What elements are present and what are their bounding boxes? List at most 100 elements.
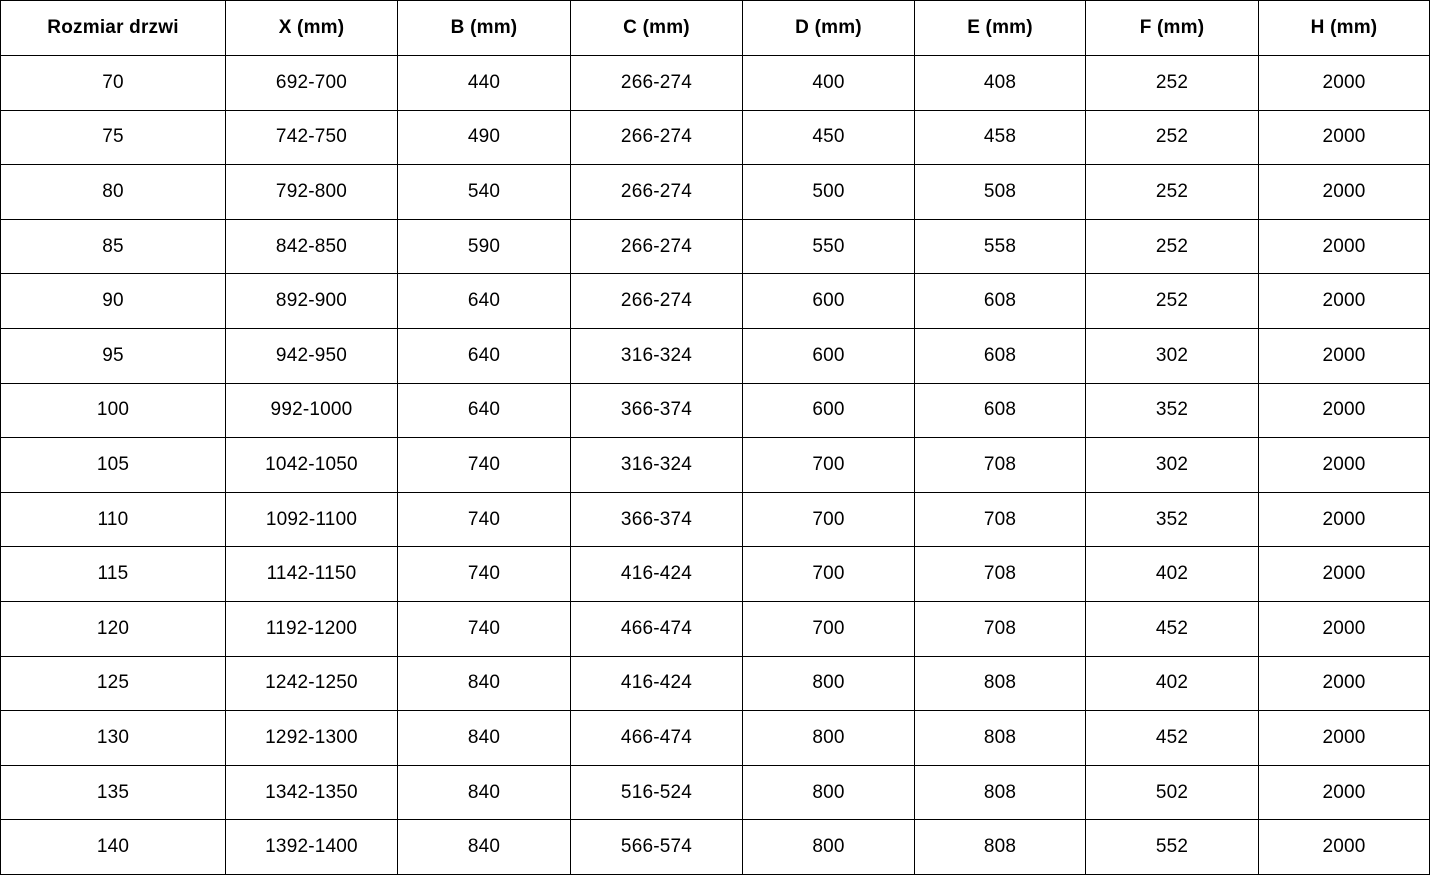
cell-size: 85 [0, 218, 226, 275]
cell-f: 352 [1085, 382, 1259, 439]
cell-d: 450 [742, 109, 915, 166]
cell-x: 792-800 [225, 164, 398, 220]
cell-b: 840 [397, 819, 571, 875]
cell-x: 992-1000 [225, 382, 398, 439]
cell-size: 105 [0, 437, 226, 493]
cell-x: 892-900 [225, 273, 398, 329]
cell-e: 808 [914, 655, 1086, 712]
column-header-c: C (mm) [570, 0, 743, 56]
cell-size: 135 [0, 764, 226, 821]
cell-c: 266-274 [570, 218, 743, 275]
cell-e: 708 [914, 491, 1086, 548]
cell-x: 942-950 [225, 327, 398, 384]
table-row: 135 1342-1350 840 516-524 800 808 502 2000 [0, 764, 1430, 821]
cell-c: 566-574 [570, 819, 743, 875]
cell-size: 110 [0, 491, 226, 548]
table-row: 105 1042-1050 740 316-324 700 708 302 2000 [0, 437, 1430, 493]
cell-f: 402 [1085, 655, 1259, 712]
table-row: 70 692-700 440 266-274 400 408 252 2000 [0, 55, 1430, 111]
cell-c: 266-274 [570, 273, 743, 329]
cell-e: 808 [914, 764, 1086, 821]
column-header-x: X (mm) [225, 0, 398, 56]
cell-c: 466-474 [570, 600, 743, 657]
column-header-f: F (mm) [1085, 0, 1259, 56]
table-header: Rozmiar drzwi X (mm) B (mm) C (mm) D (mm… [0, 0, 1430, 56]
cell-d: 500 [742, 164, 915, 220]
cell-e: 408 [914, 55, 1086, 111]
table-row: 130 1292-1300 840 466-474 800 808 452 2000 [0, 710, 1430, 766]
cell-h: 2000 [1258, 437, 1430, 493]
cell-c: 416-424 [570, 546, 743, 602]
table-row: 115 1142-1150 740 416-424 700 708 402 2000 [0, 546, 1430, 602]
cell-b: 640 [397, 273, 571, 329]
table-body: 70 692-700 440 266-274 400 408 252 2000 75 742-75… [0, 55, 1430, 875]
cell-c: 416-424 [570, 655, 743, 712]
cell-b: 640 [397, 327, 571, 384]
table-row: 100 992-1000 640 366-374 600 608 352 2000 [0, 382, 1430, 439]
cell-h: 2000 [1258, 55, 1430, 111]
cell-c: 516-524 [570, 764, 743, 821]
cell-x: 692-700 [225, 55, 398, 111]
cell-b: 840 [397, 764, 571, 821]
cell-f: 302 [1085, 327, 1259, 384]
cell-size: 80 [0, 164, 226, 220]
cell-b: 590 [397, 218, 571, 275]
cell-c: 266-274 [570, 109, 743, 166]
cell-b: 440 [397, 55, 571, 111]
cell-f: 502 [1085, 764, 1259, 821]
cell-size: 70 [0, 55, 226, 111]
table-row: 140 1392-1400 840 566-574 800 808 552 2000 [0, 819, 1430, 875]
cell-e: 558 [914, 218, 1086, 275]
cell-e: 808 [914, 819, 1086, 875]
cell-e: 708 [914, 437, 1086, 493]
cell-f: 252 [1085, 55, 1259, 111]
cell-x: 742-750 [225, 109, 398, 166]
cell-d: 700 [742, 437, 915, 493]
cell-size: 115 [0, 546, 226, 602]
cell-f: 452 [1085, 600, 1259, 657]
cell-f: 252 [1085, 109, 1259, 166]
cell-x: 1042-1050 [225, 437, 398, 493]
cell-x: 1142-1150 [225, 546, 398, 602]
cell-e: 608 [914, 327, 1086, 384]
cell-d: 700 [742, 491, 915, 548]
cell-d: 700 [742, 600, 915, 657]
cell-b: 540 [397, 164, 571, 220]
cell-x: 1192-1200 [225, 600, 398, 657]
column-header-h: H (mm) [1258, 0, 1430, 56]
cell-f: 252 [1085, 164, 1259, 220]
table-row: 75 742-750 490 266-274 450 458 252 2000 [0, 109, 1430, 166]
cell-c: 466-474 [570, 710, 743, 766]
cell-b: 740 [397, 600, 571, 657]
cell-h: 2000 [1258, 109, 1430, 166]
cell-c: 266-274 [570, 55, 743, 111]
cell-e: 808 [914, 710, 1086, 766]
table-row: 95 942-950 640 316-324 600 608 302 2000 [0, 327, 1430, 384]
cell-f: 302 [1085, 437, 1259, 493]
cell-c: 316-324 [570, 327, 743, 384]
cell-d: 400 [742, 55, 915, 111]
cell-x: 1242-1250 [225, 655, 398, 712]
cell-c: 266-274 [570, 164, 743, 220]
cell-e: 508 [914, 164, 1086, 220]
cell-size: 100 [0, 382, 226, 439]
cell-h: 2000 [1258, 218, 1430, 275]
cell-h: 2000 [1258, 273, 1430, 329]
cell-h: 2000 [1258, 764, 1430, 821]
table-header-row: Rozmiar drzwi X (mm) B (mm) C (mm) D (mm… [0, 0, 1430, 56]
table-row: 80 792-800 540 266-274 500 508 252 2000 [0, 164, 1430, 220]
table-row: 125 1242-1250 840 416-424 800 808 402 2000 [0, 655, 1430, 712]
cell-d: 550 [742, 218, 915, 275]
cell-e: 708 [914, 546, 1086, 602]
cell-h: 2000 [1258, 600, 1430, 657]
cell-size: 90 [0, 273, 226, 329]
table-row: 120 1192-1200 740 466-474 700 708 452 2000 [0, 600, 1430, 657]
cell-b: 640 [397, 382, 571, 439]
cell-size: 120 [0, 600, 226, 657]
cell-size: 130 [0, 710, 226, 766]
cell-h: 2000 [1258, 819, 1430, 875]
cell-c: 316-324 [570, 437, 743, 493]
cell-size: 140 [0, 819, 226, 875]
cell-e: 708 [914, 600, 1086, 657]
cell-b: 490 [397, 109, 571, 166]
